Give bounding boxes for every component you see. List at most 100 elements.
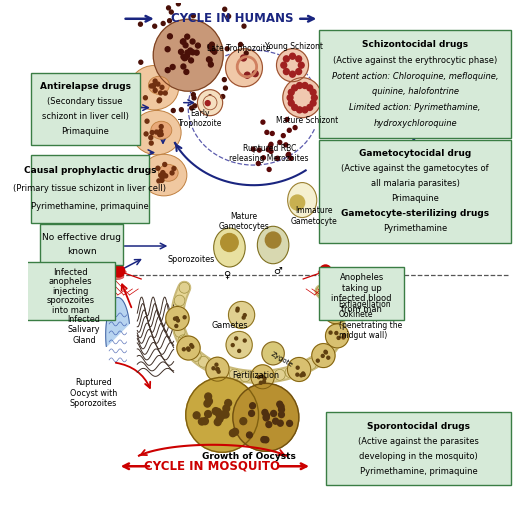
- Circle shape: [251, 147, 255, 151]
- Circle shape: [161, 171, 165, 175]
- Circle shape: [167, 6, 170, 10]
- Circle shape: [208, 362, 219, 373]
- Circle shape: [266, 147, 270, 151]
- Ellipse shape: [80, 270, 106, 280]
- Circle shape: [265, 130, 269, 134]
- Circle shape: [278, 140, 282, 144]
- Circle shape: [212, 49, 217, 54]
- Circle shape: [160, 85, 164, 89]
- Circle shape: [220, 411, 227, 418]
- Text: Anopheles: Anopheles: [339, 273, 384, 282]
- Circle shape: [227, 14, 231, 18]
- Polygon shape: [106, 297, 130, 346]
- Ellipse shape: [99, 268, 118, 277]
- Text: Potent action: Chloroquine, mefloquine,: Potent action: Chloroquine, mefloquine,: [332, 72, 498, 81]
- Text: Gametes: Gametes: [211, 321, 248, 330]
- Circle shape: [161, 175, 164, 179]
- Circle shape: [281, 134, 285, 138]
- Circle shape: [198, 418, 205, 425]
- Text: Early
Trophozoite: Early Trophozoite: [178, 109, 223, 128]
- FancyBboxPatch shape: [319, 30, 511, 138]
- Circle shape: [296, 366, 299, 369]
- Circle shape: [263, 415, 269, 421]
- Circle shape: [238, 349, 241, 352]
- Text: schizont in liver cell): schizont in liver cell): [41, 112, 128, 121]
- Circle shape: [159, 132, 162, 135]
- Circle shape: [184, 69, 189, 74]
- Circle shape: [289, 89, 294, 95]
- Circle shape: [154, 130, 159, 134]
- Circle shape: [195, 43, 200, 48]
- Circle shape: [270, 131, 274, 135]
- Text: (Active against the erythrocytic phase): (Active against the erythrocytic phase): [333, 56, 497, 65]
- Circle shape: [242, 316, 245, 319]
- Text: Ruptured RBC
releasing Merozoites: Ruptured RBC releasing Merozoites: [229, 144, 309, 163]
- Text: Late Trophozoite: Late Trophozoite: [207, 44, 271, 53]
- Circle shape: [244, 72, 250, 78]
- Circle shape: [325, 324, 349, 348]
- Circle shape: [252, 71, 258, 77]
- Circle shape: [335, 331, 338, 334]
- Circle shape: [159, 125, 163, 129]
- Text: Growth of Oocysts: Growth of Oocysts: [202, 452, 296, 461]
- Circle shape: [149, 141, 153, 145]
- Circle shape: [172, 317, 183, 328]
- Circle shape: [191, 14, 195, 18]
- Circle shape: [182, 56, 187, 61]
- FancyBboxPatch shape: [40, 224, 123, 265]
- Circle shape: [292, 105, 297, 111]
- Text: from man: from man: [341, 305, 382, 314]
- Circle shape: [191, 345, 194, 348]
- Circle shape: [216, 416, 223, 423]
- Circle shape: [159, 91, 163, 95]
- Circle shape: [296, 56, 301, 62]
- Text: Sporontocidal drugs: Sporontocidal drugs: [367, 422, 470, 431]
- Circle shape: [223, 7, 227, 11]
- Circle shape: [307, 85, 313, 91]
- Circle shape: [216, 411, 223, 418]
- Circle shape: [310, 100, 316, 106]
- Circle shape: [181, 64, 186, 69]
- Circle shape: [175, 325, 178, 327]
- Circle shape: [269, 149, 273, 154]
- Circle shape: [277, 48, 309, 82]
- Circle shape: [322, 346, 333, 358]
- Text: CYCLE IN MOSQUITO: CYCLE IN MOSQUITO: [145, 460, 280, 473]
- Circle shape: [311, 94, 317, 100]
- Circle shape: [207, 58, 212, 63]
- Circle shape: [333, 311, 336, 314]
- Circle shape: [162, 173, 166, 177]
- Circle shape: [261, 437, 267, 442]
- Text: into man: into man: [52, 306, 89, 315]
- Circle shape: [266, 422, 272, 428]
- Circle shape: [302, 107, 308, 113]
- Circle shape: [179, 49, 183, 55]
- Circle shape: [166, 307, 189, 330]
- Circle shape: [312, 343, 335, 368]
- Ellipse shape: [287, 183, 317, 218]
- Ellipse shape: [97, 274, 124, 280]
- Circle shape: [268, 144, 272, 148]
- Circle shape: [296, 363, 307, 374]
- Circle shape: [240, 55, 247, 61]
- Circle shape: [287, 128, 291, 132]
- Circle shape: [216, 368, 219, 371]
- Circle shape: [212, 408, 219, 415]
- Circle shape: [172, 167, 176, 171]
- Circle shape: [300, 374, 303, 377]
- Text: Fertilization: Fertilization: [233, 371, 280, 380]
- Text: injecting: injecting: [52, 287, 89, 296]
- Circle shape: [281, 62, 286, 68]
- Circle shape: [251, 365, 274, 389]
- Circle shape: [159, 129, 163, 133]
- Circle shape: [175, 326, 185, 337]
- Text: Limited action: Pyrimethamine,: Limited action: Pyrimethamine,: [349, 103, 481, 112]
- Circle shape: [174, 295, 185, 306]
- Circle shape: [177, 336, 200, 360]
- Circle shape: [182, 348, 185, 351]
- Text: (Active against the parasites: (Active against the parasites: [358, 436, 479, 445]
- Text: Pyrimethamine, primaquine: Pyrimethamine, primaquine: [360, 467, 478, 476]
- Circle shape: [167, 34, 172, 39]
- Circle shape: [206, 357, 229, 381]
- Ellipse shape: [130, 66, 179, 110]
